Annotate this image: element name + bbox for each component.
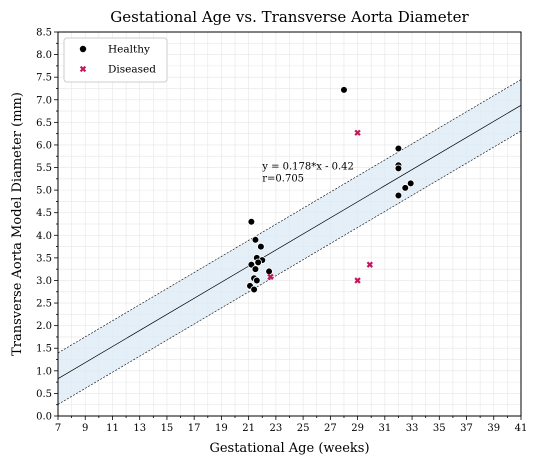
data-point-diseased <box>366 261 374 268</box>
x-tick-label: 9 <box>82 423 88 434</box>
data-point-healthy <box>394 164 403 173</box>
x-tick-label: 41 <box>515 423 528 434</box>
x-tick-label: 17 <box>188 423 201 434</box>
x-tick-label: 29 <box>351 423 364 434</box>
y-tick-label: 4.0 <box>36 231 52 242</box>
x-tick-label: 19 <box>215 423 228 434</box>
x-marker-stroke <box>354 277 361 284</box>
x-tick-label: 15 <box>161 423 174 434</box>
data-point-healthy <box>250 285 258 294</box>
y-tick-label: 1.5 <box>36 344 52 355</box>
regression-equation: y = 0.178*x - 0.42 <box>261 162 354 173</box>
x-tick-label: 33 <box>406 423 419 434</box>
x-tick-label: 35 <box>433 423 446 434</box>
x-tick-label: 25 <box>297 423 310 434</box>
legend-box <box>63 37 168 83</box>
y-tick-label: 3.5 <box>36 253 52 264</box>
y-axis-label: Transverse Aorta Model Diameter (mm) <box>10 92 25 356</box>
data-point-healthy <box>247 217 256 226</box>
x-tick-label: 31 <box>378 423 391 434</box>
legend-healthy-label: Healthy <box>108 44 150 56</box>
x-tick-label: 37 <box>460 423 473 434</box>
y-tick-label: 4.5 <box>36 208 52 219</box>
legend-x-marker <box>79 65 87 73</box>
data-point-healthy <box>253 276 261 285</box>
y-tick-label: 2.0 <box>36 321 52 332</box>
data-point-healthy <box>254 258 262 267</box>
axis-ticks: 7 9 11 13 15 17 19 21 23 25 27 29 31 33 35 37 39 41 0.0 0.5… <box>36 28 527 435</box>
chart-title: Gestational Age vs. Transverse Aorta Dia… <box>110 8 469 26</box>
y-tick-label: 1.0 <box>36 366 52 377</box>
y-tick-label: 0.5 <box>36 389 52 400</box>
data-point-healthy <box>394 191 403 200</box>
data-point-healthy <box>251 236 260 244</box>
x-axis-label: Gestational Age (weeks) <box>209 441 369 456</box>
x-tick-label: 7 <box>55 423 61 434</box>
y-tick-label: 3.0 <box>36 276 52 287</box>
data-point-diseased <box>354 277 361 284</box>
legend: Healthy Diseased <box>63 37 168 83</box>
legend-diseased-marker <box>79 65 87 73</box>
y-tick-label: 6.0 <box>36 140 52 151</box>
regression-r-value: r=0.705 <box>262 174 304 185</box>
data-point-healthy <box>394 144 403 153</box>
y-tick-label: 8.0 <box>36 50 52 61</box>
x-tick-label: 27 <box>324 423 337 434</box>
x-marker-stroke <box>79 65 87 73</box>
y-tick-label: 0.0 <box>36 412 52 423</box>
data-points <box>246 86 415 294</box>
data-point-diseased <box>267 273 274 281</box>
x-tick-label: 23 <box>270 423 283 434</box>
regression-line <box>57 104 522 379</box>
confidence-band <box>57 79 522 405</box>
x-marker-stroke <box>354 129 361 136</box>
legend-diseased-label: Diseased <box>108 64 156 76</box>
x-tick-label: 39 <box>487 423 500 434</box>
data-point-healthy <box>257 242 265 251</box>
grid <box>57 31 522 417</box>
y-tick-label: 6.5 <box>36 118 52 129</box>
y-tick-label: 2.5 <box>36 299 52 310</box>
lower-bound-line <box>57 130 522 405</box>
legend-healthy-marker <box>79 45 87 53</box>
x-tick-label: 13 <box>133 423 146 434</box>
data-point-healthy <box>251 265 260 273</box>
y-tick-label: 8.5 <box>36 28 52 39</box>
x-marker-stroke <box>267 273 274 281</box>
data-point-healthy <box>340 86 348 94</box>
upper-bound-line <box>57 79 522 354</box>
data-point-healthy <box>401 184 410 192</box>
y-tick-label: 5.0 <box>36 186 52 197</box>
x-marker-stroke <box>366 261 374 268</box>
data-point-diseased <box>354 129 361 136</box>
data-point-healthy <box>406 179 415 188</box>
x-tick-label: 11 <box>106 423 119 434</box>
data-point-healthy <box>265 267 273 276</box>
y-tick-label: 5.5 <box>36 163 52 174</box>
y-tick-label: 7.0 <box>36 95 52 106</box>
x-tick-label: 21 <box>242 423 255 434</box>
y-tick-label: 7.5 <box>36 73 52 84</box>
